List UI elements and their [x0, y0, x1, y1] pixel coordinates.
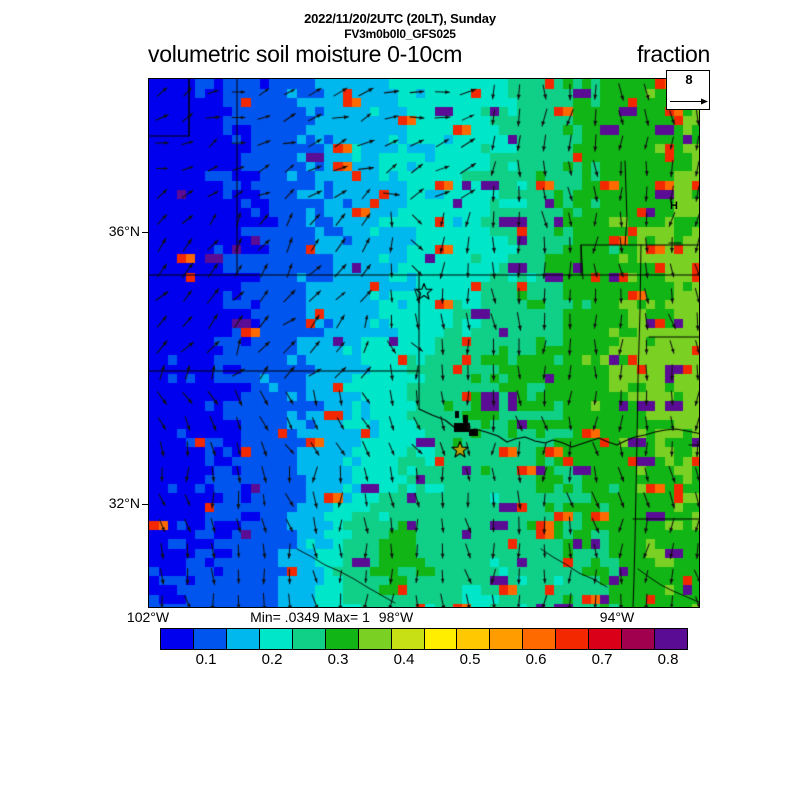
- page-title: volumetric soil moisture 0-10cm: [148, 41, 463, 67]
- colorbar-swatch-1[interactable]: [192, 629, 226, 649]
- colorbar-swatch-2[interactable]: [225, 629, 259, 649]
- colorbar-swatch-5[interactable]: [324, 629, 358, 649]
- title-timestamp: 2022/11/20/2UTC (20LT), Sunday: [304, 11, 496, 26]
- title-model-name: FV3m0b0l0_GFS025: [344, 27, 456, 41]
- colorbar-swatch-8[interactable]: [423, 629, 457, 649]
- min-max-readout: Min= .0349 Max= 1: [250, 609, 370, 625]
- colorbar-tick-4: 0.5: [459, 651, 481, 668]
- colorbar-swatch-12[interactable]: [555, 629, 589, 649]
- colorbar-swatch-11[interactable]: [522, 629, 556, 649]
- wind-vector-layer: [149, 79, 699, 607]
- colorbar-swatch-13[interactable]: [588, 629, 622, 649]
- lon-tick-label-2: 94°W: [599, 609, 635, 625]
- map-plot-area[interactable]: [148, 78, 700, 608]
- colorbar-tick-0: 0.1: [195, 651, 217, 668]
- lat-tick-mark-1: [142, 504, 149, 505]
- lon-tick-label-0: 102°W: [126, 609, 170, 625]
- colorbar-swatch-14[interactable]: [621, 629, 655, 649]
- lat-tick-label-1: 32°N: [108, 495, 140, 511]
- h-label: H: [670, 200, 678, 212]
- colorbar-swatch-9[interactable]: [456, 629, 490, 649]
- reference-vector-legend: 8: [666, 70, 710, 110]
- colorbar-swatch-0[interactable]: [161, 629, 193, 649]
- colorbar[interactable]: [160, 628, 688, 650]
- colorbar-tick-2: 0.3: [327, 651, 349, 668]
- lat-tick-label-0: 36°N: [108, 223, 140, 239]
- colorbar-swatch-7[interactable]: [390, 629, 424, 649]
- colorbar-swatch-10[interactable]: [489, 629, 523, 649]
- arrow-right-icon: [670, 98, 708, 105]
- colorbar-tick-3: 0.4: [393, 651, 415, 668]
- units-label: fraction: [636, 41, 710, 67]
- colorbar-swatch-15[interactable]: [654, 629, 687, 649]
- lon-tick-label-1: 98°W: [378, 609, 414, 625]
- colorbar-swatch-6[interactable]: [357, 629, 391, 649]
- colorbar-tick-1: 0.2: [261, 651, 283, 668]
- colorbar-swatch-3[interactable]: [258, 629, 292, 649]
- reference-vector-magnitude: 8: [685, 72, 693, 87]
- colorbar-swatch-4[interactable]: [291, 629, 325, 649]
- lat-tick-mark-0: [142, 232, 149, 233]
- colorbar-tick-6: 0.7: [591, 651, 613, 668]
- colorbar-tick-5: 0.6: [525, 651, 547, 668]
- colorbar-tick-7: 0.8: [657, 651, 679, 668]
